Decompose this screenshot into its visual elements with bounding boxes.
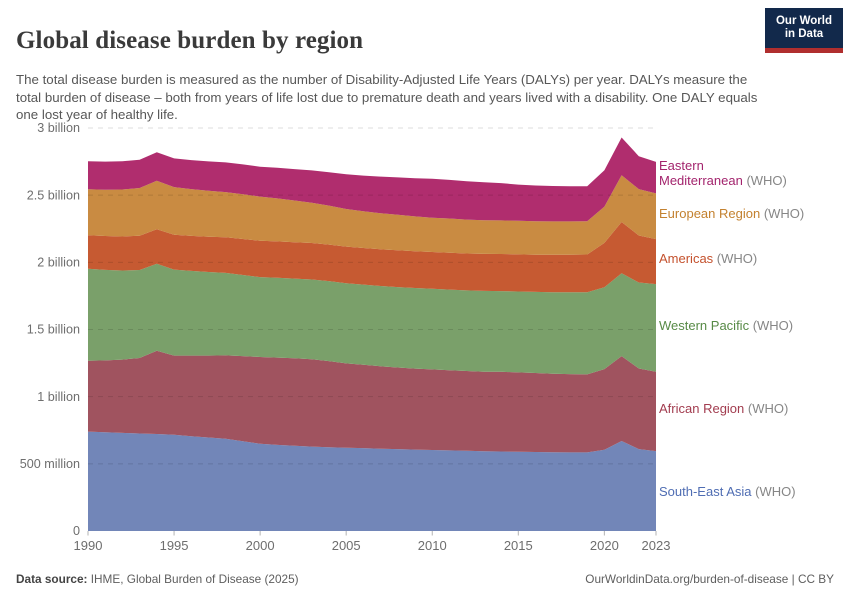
owid-logo-line2: in Data xyxy=(784,28,824,40)
x-axis-tick-label: 1990 xyxy=(74,538,103,553)
x-axis-tick-label: 2005 xyxy=(332,538,361,553)
legend-label: Western Pacific xyxy=(659,318,750,333)
owid-url-link[interactable]: OurWorldinData.org/burden-of-disease | C… xyxy=(585,572,834,586)
data-source-text: IHME, Global Burden of Disease (2025) xyxy=(87,572,299,586)
area-south-east-asia[interactable] xyxy=(88,431,656,531)
owid-logo-line1: Our World xyxy=(775,15,832,27)
legend-label: Americas xyxy=(659,251,714,266)
legend-label: Eastern xyxy=(659,158,704,173)
x-axis-tick-label: 2000 xyxy=(246,538,275,553)
legend-item-eastern-mediterranean[interactable]: Eastern Mediterranean (WHO) xyxy=(659,158,787,188)
area-eastern-mediterranean[interactable] xyxy=(88,137,656,222)
chart-footer: Data source: IHME, Global Burden of Dise… xyxy=(16,572,834,588)
legend-item-european-region[interactable]: European Region (WHO) xyxy=(659,206,804,221)
legend-label-line2: Mediterranean xyxy=(659,173,743,188)
legend-suffix: (WHO) xyxy=(749,318,794,333)
area-western-pacific[interactable] xyxy=(88,263,656,375)
legend-suffix: (WHO) xyxy=(713,251,758,266)
legend-item-americas[interactable]: Americas (WHO) xyxy=(659,251,757,266)
y-axis-tick-label: 0 xyxy=(73,524,80,538)
data-source: Data source: IHME, Global Burden of Dise… xyxy=(16,572,299,586)
legend-item-south-east-asia[interactable]: South-East Asia (WHO) xyxy=(659,484,796,499)
y-axis-tick-label: 2.5 billion xyxy=(27,188,80,202)
y-axis-tick-label: 1 billion xyxy=(37,390,80,404)
x-axis-tick-label: 2020 xyxy=(590,538,619,553)
y-axis-tick-label: 2 billion xyxy=(37,256,80,270)
x-axis-tick-label: 1995 xyxy=(160,538,189,553)
legend-suffix: (WHO) xyxy=(760,206,805,221)
area-european-region[interactable] xyxy=(88,175,656,255)
legend-item-african-region[interactable]: African Region (WHO) xyxy=(659,401,788,416)
y-axis-tick-label: 3 billion xyxy=(37,121,80,135)
legend-label: European Region xyxy=(659,206,761,221)
legend-label: South-East Asia xyxy=(659,484,752,499)
legend-suffix: (WHO) xyxy=(751,484,796,499)
x-axis-tick-label: 2015 xyxy=(504,538,533,553)
chart-subtitle: The total disease burden is measured as … xyxy=(16,72,758,123)
legend-suffix: (WHO) xyxy=(744,401,789,416)
y-axis-tick-label: 1.5 billion xyxy=(27,323,80,337)
x-axis-tick-label: 2023 xyxy=(642,538,671,553)
legend-suffix: (WHO) xyxy=(742,173,787,188)
legend-label: African Region xyxy=(659,401,745,416)
page-title: Global disease burden by region xyxy=(16,26,364,54)
y-axis-tick-label: 500 million xyxy=(20,457,80,471)
data-source-label: Data source: xyxy=(16,572,88,586)
x-axis-tick-label: 2010 xyxy=(418,538,447,553)
owid-logo[interactable]: Our World in Data xyxy=(765,8,843,53)
area-african-region[interactable] xyxy=(88,350,656,453)
area-americas[interactable] xyxy=(88,222,656,293)
legend-item-western-pacific[interactable]: Western Pacific (WHO) xyxy=(659,318,793,333)
